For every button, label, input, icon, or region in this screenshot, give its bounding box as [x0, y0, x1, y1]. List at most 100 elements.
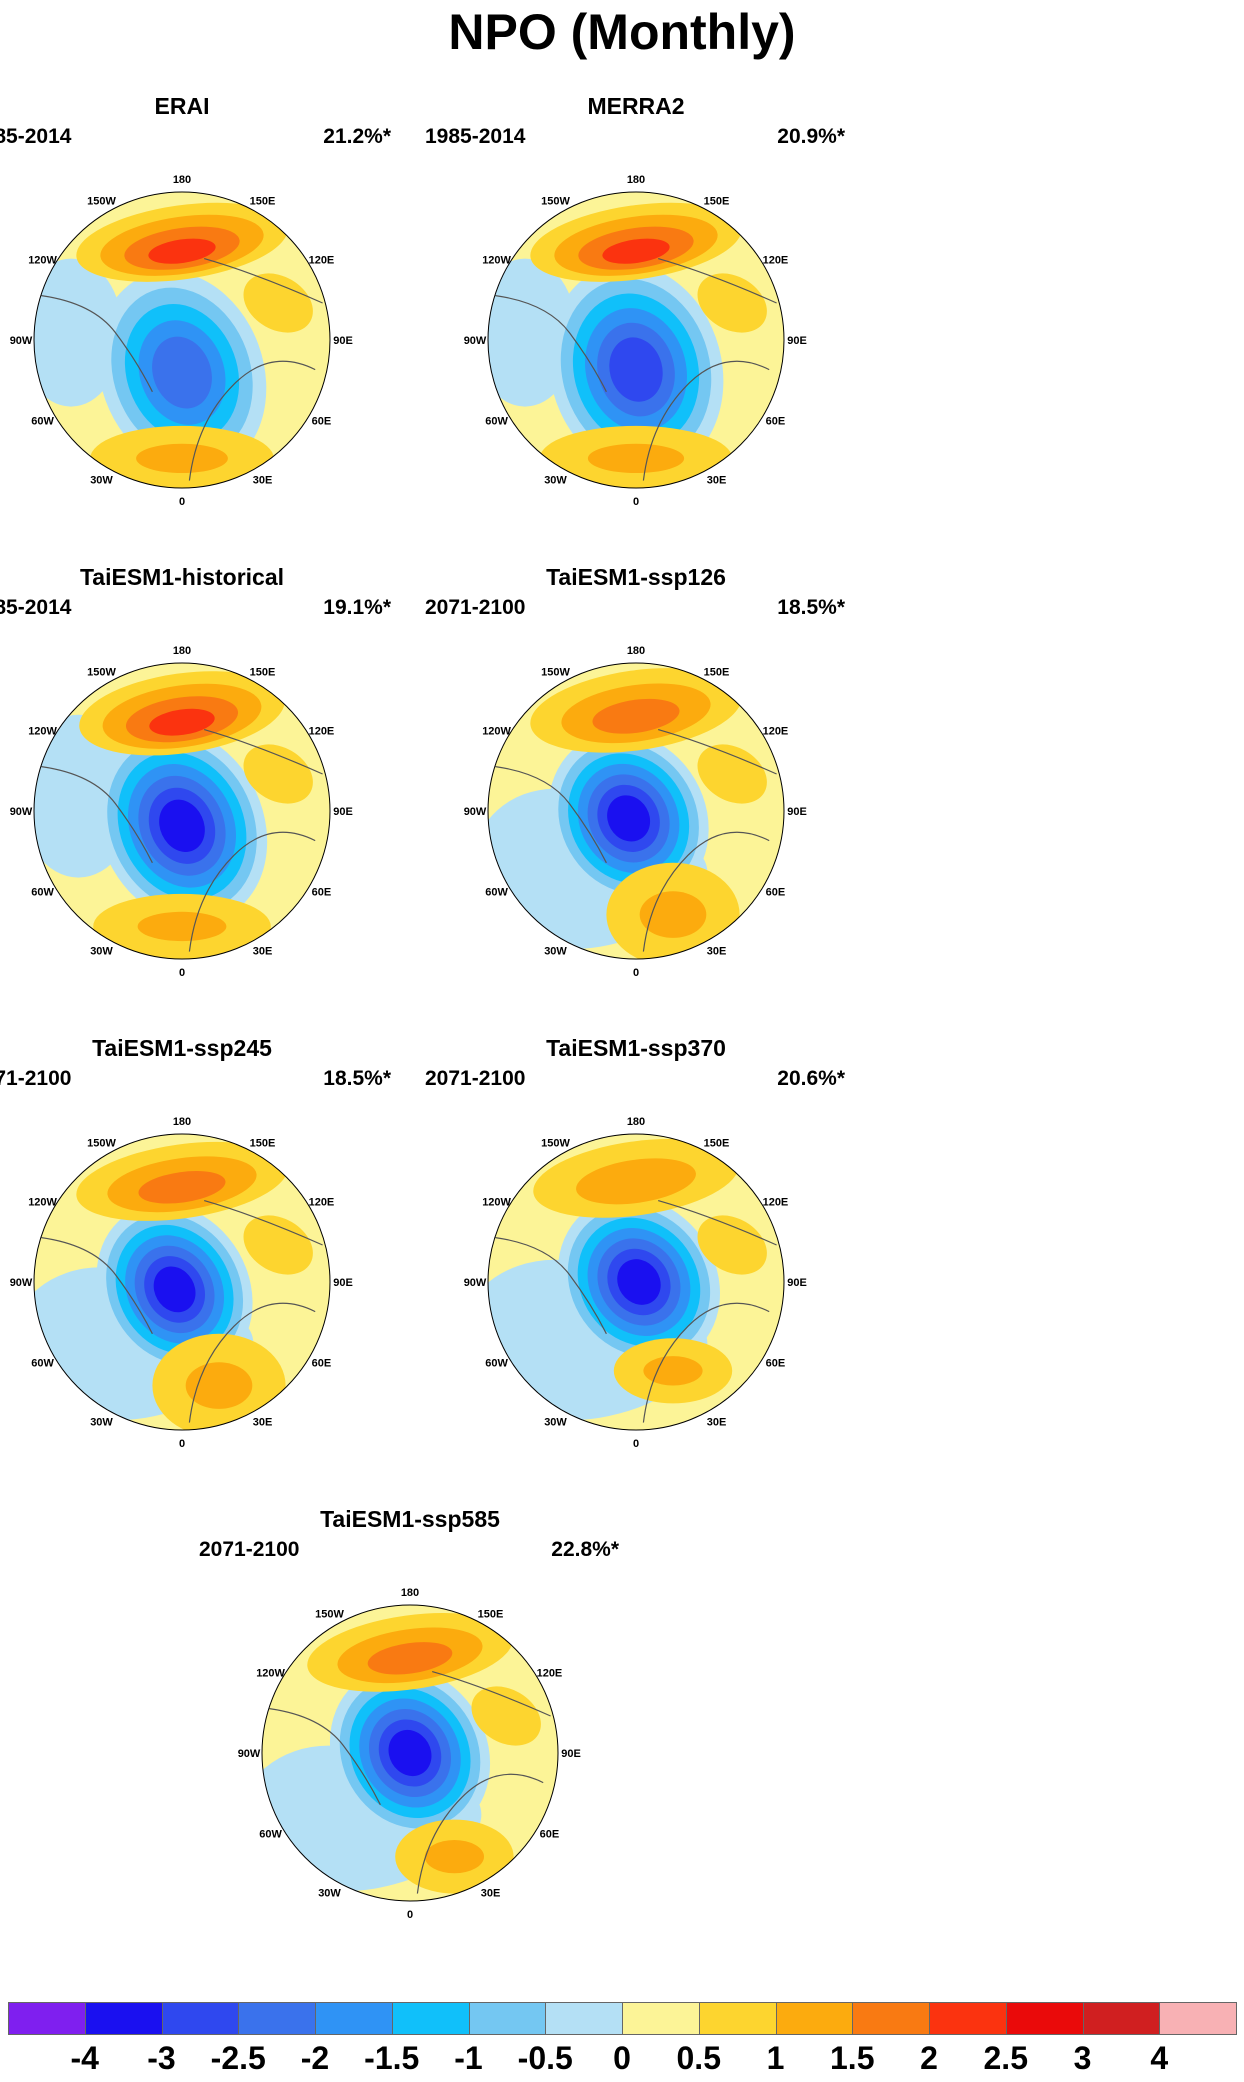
colorbar-segment — [545, 2002, 623, 2035]
colorbar-tick-label: -2.5 — [210, 2040, 266, 2076]
longitude-label: 120E — [309, 726, 335, 738]
colorbar-tick-label: 1 — [766, 2040, 785, 2076]
longitude-label: 60E — [540, 1829, 560, 1841]
longitude-label: 90W — [464, 335, 487, 347]
longitude-label: 120W — [256, 1668, 285, 1680]
longitude-label: 120E — [309, 255, 335, 267]
longitude-label: 120W — [28, 1197, 57, 1209]
longitude-label: 90W — [10, 335, 33, 347]
positive-anomaly-contour — [149, 708, 215, 736]
longitude-label: 30E — [253, 1416, 273, 1428]
positive-anomaly-contour — [639, 891, 707, 938]
longitude-label: 90E — [787, 806, 807, 818]
longitude-label: 90E — [333, 806, 353, 818]
positive-anomaly-contour — [697, 273, 767, 333]
colorbar-segment — [698, 2002, 777, 2035]
colorbar-segment — [929, 2002, 1007, 2035]
longitude-label: 30W — [90, 1416, 113, 1428]
longitude-label: 30W — [544, 945, 567, 957]
positive-anomaly-contour — [576, 1158, 696, 1205]
field-contours — [488, 192, 784, 488]
longitude-label: 0 — [633, 967, 639, 979]
longitude-label: 30E — [707, 1416, 727, 1428]
panel-variance-percent: 18.5%* — [777, 596, 845, 619]
longitude-label: 90W — [464, 1277, 487, 1289]
polar-map: 180 150E 120E 90E 60E 30E 0 30W 60W 90W 120W 150W — [10, 174, 353, 508]
colorbar-segment — [84, 2002, 163, 2035]
longitude-label: 120E — [537, 1668, 563, 1680]
longitude-label: 60W — [31, 887, 54, 899]
longitude-label: 150E — [704, 196, 730, 208]
colorbar-segment — [468, 2002, 547, 2035]
positive-anomaly-contour — [138, 1171, 226, 1204]
longitude-label: 30W — [90, 945, 113, 957]
longitude-label: 60W — [259, 1829, 282, 1841]
longitude-label: 120E — [763, 726, 789, 738]
longitude-label: 60E — [766, 416, 786, 428]
colorbar-segment — [1005, 2002, 1084, 2035]
panel-period: 2071-2100 — [199, 1538, 300, 1561]
longitude-label: 60E — [312, 416, 332, 428]
longitude-label: 60E — [766, 887, 786, 899]
longitude-label: 180 — [173, 174, 191, 186]
positive-anomaly-contour — [697, 1215, 767, 1275]
negative-anomaly-contour — [607, 795, 651, 842]
longitude-label: 60W — [31, 416, 54, 428]
longitude-label: 0 — [633, 496, 639, 508]
longitude-label: 0 — [179, 1438, 185, 1450]
panel-variance-percent: 20.6%* — [777, 1067, 845, 1090]
panel-period: 2071-2100 — [425, 1067, 526, 1090]
longitude-label: 60W — [485, 1358, 508, 1370]
longitude-label: 150E — [478, 1609, 504, 1621]
colorbar-tick-label: 0.5 — [676, 2040, 721, 2076]
panel-title: TaiESM1-ssp126 — [546, 564, 726, 590]
coastline — [41, 729, 323, 952]
longitude-label: 30W — [90, 474, 113, 486]
longitude-label: 0 — [179, 496, 185, 508]
longitude-label: 90W — [238, 1748, 261, 1760]
panel-variance-percent: 20.9%* — [777, 125, 845, 148]
colorbar-tick-label: -4 — [70, 2040, 99, 2076]
polar-map: 180 150E 120E 90E 60E 30E 0 30W 60W 90W 120W 150W — [10, 645, 353, 979]
longitude-label: 150E — [250, 667, 276, 679]
colorbar-segment — [852, 2002, 930, 2035]
colorbar — [8, 2002, 1237, 2035]
map-panel: TaiESM1-historical 1985-2014 19.1%* 180 150E… — [0, 563, 397, 1023]
longitude-label: 90E — [333, 1277, 353, 1289]
colorbar-segment — [161, 2002, 240, 2035]
longitude-label: 90E — [787, 1277, 807, 1289]
longitude-label: 30W — [318, 1887, 341, 1899]
longitude-label: 60E — [312, 1358, 332, 1370]
panel-period: 1985-2014 — [425, 125, 526, 148]
panel-period: 2071-2100 — [0, 1067, 72, 1090]
coastline — [41, 1200, 323, 1423]
longitude-label: 180 — [627, 645, 645, 657]
colorbar-tick-label: 2 — [920, 2040, 938, 2076]
positive-anomaly-contour — [243, 744, 313, 804]
positive-anomaly-contour — [471, 1686, 541, 1746]
positive-anomaly-contour — [592, 698, 680, 734]
field-contours — [34, 1134, 330, 1430]
positive-anomaly-contour — [587, 443, 685, 474]
panel-title: TaiESM1-ssp245 — [92, 1035, 272, 1061]
negative-anomaly-contour — [153, 1266, 196, 1313]
positive-anomaly-contour — [243, 273, 313, 333]
longitude-label: 90E — [561, 1748, 581, 1760]
longitude-label: 90E — [333, 335, 353, 347]
field-contours — [34, 192, 330, 488]
colorbar-tick-label: -1 — [454, 2040, 483, 2076]
longitude-label: 30E — [707, 945, 727, 957]
longitude-label: 120W — [482, 726, 511, 738]
longitude-label: 150E — [704, 667, 730, 679]
coastline — [495, 729, 777, 952]
positive-anomaly-contour — [136, 443, 228, 474]
longitude-label: 60W — [485, 416, 508, 428]
longitude-label: 150W — [315, 1609, 344, 1621]
positive-anomaly-contour — [185, 1362, 253, 1409]
map-boundary — [487, 1133, 785, 1431]
panel-title: TaiESM1-historical — [79, 564, 285, 590]
colorbar-segment — [391, 2002, 470, 2035]
colorbar-segment — [238, 2002, 316, 2035]
longitude-label: 0 — [633, 1438, 639, 1450]
longitude-label: 30W — [544, 1416, 567, 1428]
